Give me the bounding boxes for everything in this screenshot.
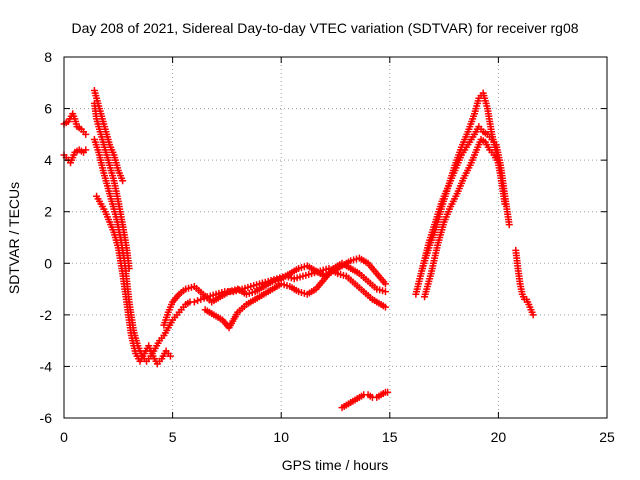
data-point [529, 311, 537, 319]
x-tick-label: 10 [273, 429, 289, 445]
y-tick-label: 0 [44, 255, 52, 271]
y-tick-label: 8 [44, 49, 52, 65]
y-tick-label: -6 [40, 410, 53, 426]
series-pass-b [90, 99, 133, 272]
series-early-cluster-b [60, 146, 90, 167]
data-point [194, 297, 202, 305]
axis-ticks: 0 5 10 15 20 25 -6 -4 -2 0 2 4 6 8 [40, 49, 615, 445]
x-tick-label: 20 [491, 429, 507, 445]
data-point [505, 221, 513, 229]
series-rise-b [418, 89, 509, 272]
series-pass-f [201, 259, 389, 332]
y-tick-label: -2 [40, 307, 53, 323]
data-point [166, 352, 174, 360]
series-early-cluster-a [60, 110, 90, 138]
x-tick-label: 0 [60, 429, 68, 445]
grid-lines [64, 57, 607, 418]
data-point [197, 295, 205, 303]
x-tick-label: 15 [382, 429, 398, 445]
series-rise-c [421, 136, 502, 301]
data-point [494, 159, 502, 167]
x-axis-label: GPS time / hours [282, 457, 389, 473]
data-point [501, 200, 509, 208]
data-points [60, 87, 537, 412]
series-pass-e [160, 254, 389, 329]
series-pass-a [90, 87, 127, 185]
data-point [190, 298, 198, 306]
series-pass-c [90, 136, 389, 365]
y-tick-label: 4 [44, 152, 52, 168]
series-low-segment [338, 388, 392, 412]
series-pass-d [93, 192, 174, 368]
y-tick-label: 6 [44, 101, 52, 117]
y-tick-label: -4 [40, 358, 53, 374]
y-axis-label: SDTVAR / TECUs [6, 182, 22, 294]
data-point [381, 280, 389, 288]
series-tail [512, 246, 537, 319]
chart-title: Day 208 of 2021, Sidereal Day-to-day VTE… [71, 20, 578, 36]
plot-frame [63, 56, 608, 419]
data-point [82, 146, 90, 154]
x-tick-label: 5 [169, 429, 177, 445]
data-point [119, 177, 127, 185]
data-point [381, 303, 389, 311]
x-tick-label: 25 [599, 429, 615, 445]
y-tick-label: 2 [44, 204, 52, 220]
data-point [82, 130, 90, 138]
data-point [384, 388, 392, 396]
data-point [381, 288, 389, 296]
